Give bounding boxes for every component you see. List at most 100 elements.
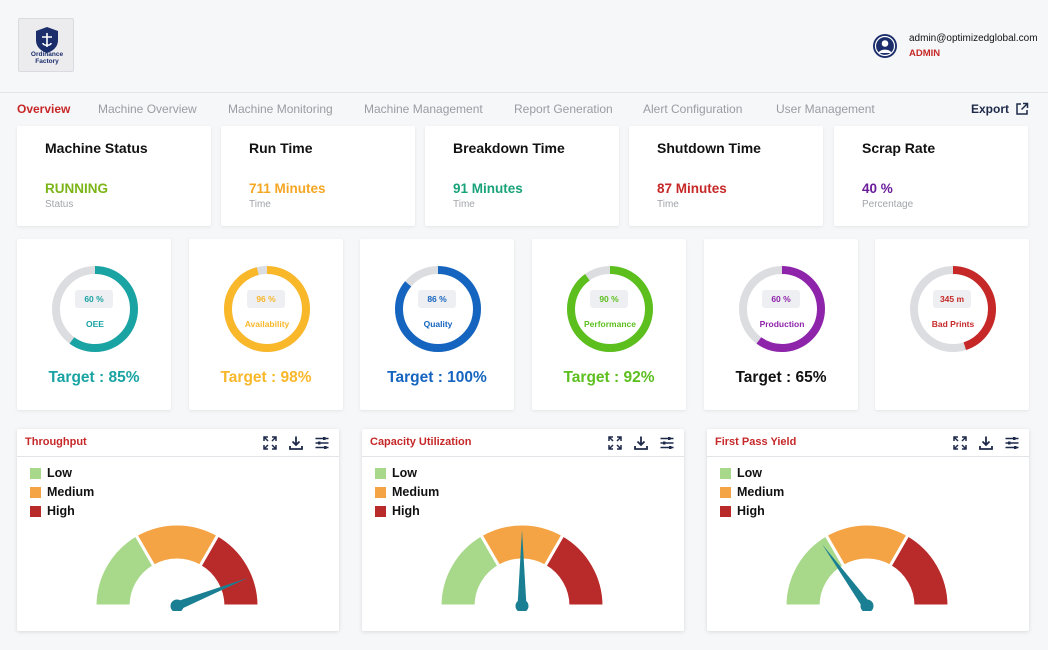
- export-label: Export: [971, 102, 1010, 116]
- ring-progress: [910, 266, 996, 352]
- download-icon[interactable]: [978, 435, 994, 451]
- ring-progress: [567, 266, 653, 352]
- logo[interactable]: Ordinance Factory: [18, 18, 74, 72]
- tab-machine-monitoring[interactable]: Machine Monitoring: [228, 102, 333, 116]
- legend-label: Medium: [737, 485, 785, 499]
- expand-icon[interactable]: [952, 435, 968, 451]
- gauge-needle: [175, 578, 248, 611]
- tab-machine-management[interactable]: Machine Management: [364, 102, 483, 116]
- expand-icon[interactable]: [607, 435, 623, 451]
- filter-settings-icon[interactable]: [1004, 435, 1020, 451]
- nav-tabs: Overview Machine Overview Machine Monito…: [0, 92, 1048, 122]
- progress-ring: [567, 266, 653, 352]
- kpi-label: Bad Prints: [931, 319, 975, 329]
- kpi-target: Target : 98%: [220, 369, 312, 386]
- kpi-target: Target : 65%: [735, 369, 827, 386]
- gauge-needle-hub: [170, 599, 184, 611]
- filter-settings-icon[interactable]: [314, 435, 330, 451]
- logo-text: Ordinance Factory: [30, 51, 64, 65]
- stat-value: 91 Minutes: [453, 181, 523, 196]
- progress-ring: [395, 266, 481, 352]
- kpi-card-oee: 60 % OEE Target : 85%: [17, 239, 171, 410]
- gauge-card-first-pass-yield: First Pass Yield Low Medium High: [707, 429, 1029, 631]
- legend-swatch-medium: [30, 486, 41, 498]
- legend-label: High: [737, 504, 765, 518]
- user-avatar-icon[interactable]: [872, 33, 898, 59]
- ring-progress: [52, 266, 138, 352]
- stat-card-shutdown-time: Shutdown Time 87 Minutes Time: [629, 126, 823, 226]
- tab-user-management[interactable]: User Management: [776, 102, 875, 116]
- stat-title: Scrap Rate: [862, 140, 936, 156]
- gauge-header: Throughput: [17, 429, 339, 457]
- gauge-needle-hub: [515, 599, 529, 611]
- emblem-icon: [36, 27, 58, 53]
- gauge-band-high: [542, 532, 606, 608]
- kpi-value: 345 m: [933, 290, 971, 308]
- stat-title: Machine Status: [45, 140, 148, 156]
- download-icon[interactable]: [288, 435, 304, 451]
- progress-ring: [224, 266, 310, 352]
- kpi-value: 96 %: [247, 290, 285, 308]
- progress-ring: [910, 266, 996, 352]
- legend-swatch-low: [375, 467, 386, 479]
- filter-settings-icon[interactable]: [659, 435, 675, 451]
- gauge-title: Capacity Utilization: [370, 436, 472, 448]
- stat-subtitle: Time: [249, 199, 271, 210]
- progress-ring: [739, 266, 825, 352]
- download-icon[interactable]: [633, 435, 649, 451]
- user-role: ADMIN: [909, 48, 941, 59]
- stat-card-run-time: Run Time 711 Minutes Time: [221, 126, 415, 226]
- legend-low: Low: [30, 466, 72, 480]
- stat-card-scrap-rate: Scrap Rate 40 % Percentage: [834, 126, 1028, 226]
- kpi-card-availability: 96 % Availability Target : 98%: [189, 239, 343, 410]
- tab-machine-overview[interactable]: Machine Overview: [98, 102, 197, 116]
- stat-value: 711 Minutes: [249, 181, 326, 196]
- gauge-header: First Pass Yield: [707, 429, 1029, 457]
- kpi-target: Target : 92%: [563, 369, 655, 386]
- kpi-card-quality: 86 % Quality Target : 100%: [360, 239, 514, 410]
- gauge-title: First Pass Yield: [715, 436, 797, 448]
- legend-low: Low: [720, 466, 762, 480]
- expand-icon[interactable]: [262, 435, 278, 451]
- kpi-value: 86 %: [418, 290, 456, 308]
- stat-value: 87 Minutes: [657, 181, 727, 196]
- legend-high: High: [720, 504, 765, 518]
- legend-swatch-medium: [375, 486, 386, 498]
- kpi-value: 60 %: [75, 290, 113, 308]
- kpi-target: Target : 85%: [48, 369, 140, 386]
- legend-label: Medium: [47, 485, 95, 499]
- legend-swatch-low: [720, 467, 731, 479]
- stat-subtitle: Time: [657, 199, 679, 210]
- tab-overview[interactable]: Overview: [17, 102, 71, 116]
- kpi-card-performance: 90 % Performance Target : 92%: [532, 239, 686, 410]
- tab-alert-configuration[interactable]: Alert Configuration: [643, 102, 743, 116]
- stat-value: RUNNING: [45, 181, 108, 196]
- legend-label: Medium: [392, 485, 440, 499]
- legend-medium: Medium: [720, 485, 784, 499]
- kpi-target: Target : 100%: [387, 369, 487, 386]
- legend-swatch-low: [30, 467, 41, 479]
- tab-report-generation[interactable]: Report Generation: [514, 102, 613, 116]
- kpi-label: Quality: [423, 319, 453, 329]
- progress-ring: [52, 266, 138, 352]
- stat-title: Breakdown Time: [453, 140, 565, 156]
- gauge-band-high: [887, 532, 951, 608]
- gauge-card-throughput: Throughput Low Medium High: [17, 429, 339, 631]
- gauge-band-high: [197, 532, 261, 608]
- legend-high: High: [30, 504, 75, 518]
- export-button[interactable]: Export: [971, 102, 1029, 116]
- stat-card-machine-status: Machine Status RUNNING Status: [17, 126, 211, 226]
- gauge-needle: [517, 530, 527, 606]
- legend-low: Low: [375, 466, 417, 480]
- ring-progress: [395, 266, 481, 352]
- kpi-value: 60 %: [762, 290, 800, 308]
- gauge-needle: [822, 544, 871, 609]
- legend-swatch-high: [30, 505, 41, 517]
- legend-high: High: [375, 504, 420, 518]
- stat-title: Shutdown Time: [657, 140, 761, 156]
- gauge-needle-hub: [860, 599, 874, 611]
- legend-label: Low: [737, 466, 762, 480]
- stat-title: Run Time: [249, 140, 313, 156]
- kpi-value: 90 %: [590, 290, 628, 308]
- kpi-label: Performance: [584, 319, 636, 329]
